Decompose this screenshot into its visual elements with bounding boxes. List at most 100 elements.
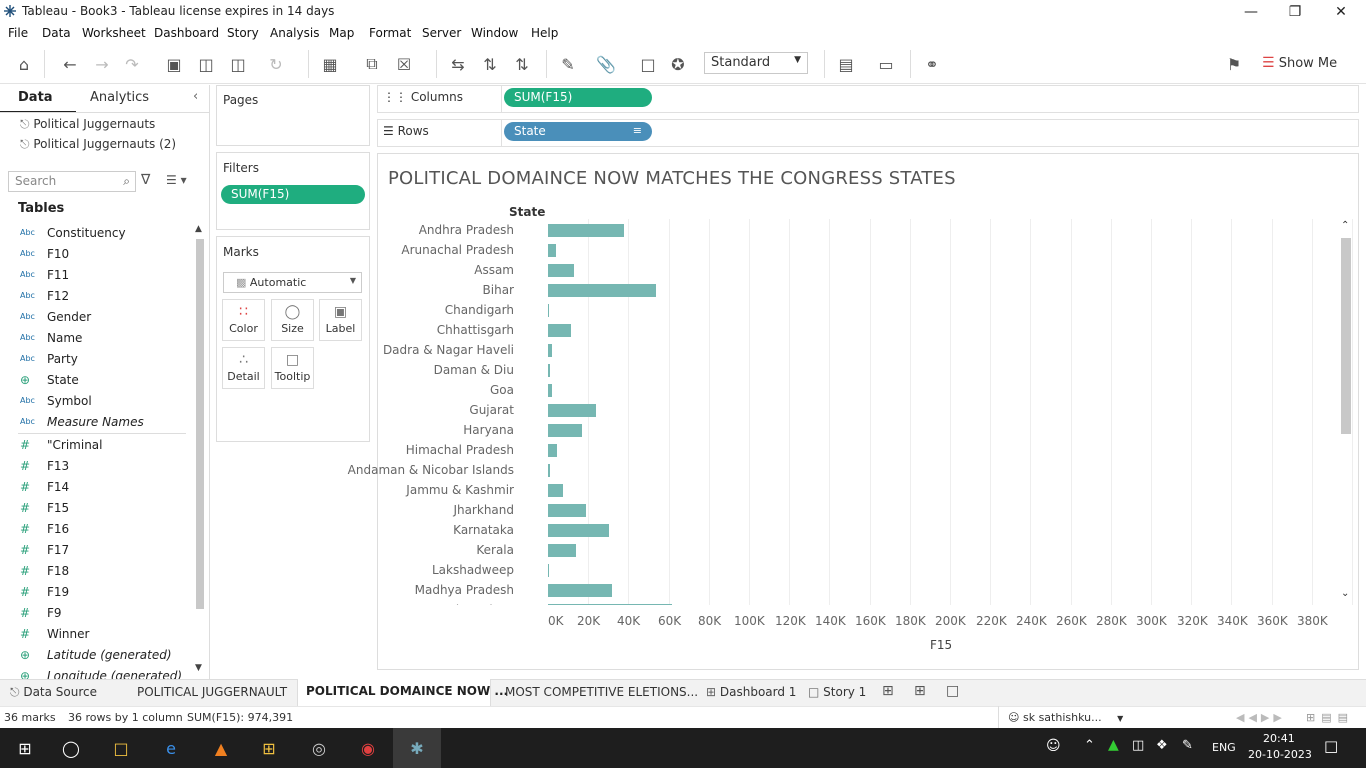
bar[interactable] (548, 343, 553, 357)
field-item[interactable]: # F14 (20, 476, 69, 497)
menu-story[interactable]: Story (227, 26, 259, 40)
view-scrollbar[interactable]: ⌃ ⌄ (1341, 220, 1351, 599)
show-cards-icon[interactable]: ▤ (838, 54, 854, 74)
bar[interactable] (548, 323, 572, 337)
field-item[interactable]: Abc F12 (20, 285, 69, 306)
bar[interactable] (548, 283, 656, 297)
bar[interactable] (548, 263, 575, 277)
filter-icon[interactable]: ∇ (141, 172, 151, 188)
new-story-tab-icon[interactable]: □ (946, 683, 960, 699)
duplicate-sheet-icon[interactable]: ⧉ (366, 54, 378, 73)
new-dashboard-tab-icon[interactable]: ⊞ (914, 683, 926, 699)
tab-story[interactable]: □ Story 1 (808, 685, 867, 699)
show-me-button[interactable]: ☰ Show Me (1262, 55, 1338, 71)
field-item[interactable]: # F15 (20, 497, 69, 518)
sort-ascending-icon[interactable]: ⇅ (483, 54, 497, 74)
filter-pill[interactable]: SUM(F15) (221, 185, 365, 204)
columns-pill[interactable]: SUM(F15) (504, 88, 652, 107)
new-worksheet-tab-icon[interactable]: ⊞ (882, 683, 894, 699)
app-tray-icon[interactable]: ▲ (1108, 737, 1119, 753)
bar[interactable] (548, 383, 553, 397)
menu-help[interactable]: Help (531, 26, 559, 40)
replay-icon[interactable]: ↷ (125, 54, 139, 74)
battery-icon[interactable]: ◫ (1132, 738, 1145, 753)
detail-button[interactable]: ∴ Detail (222, 347, 265, 389)
field-item[interactable]: # F16 (20, 518, 69, 539)
tab-dashboard[interactable]: ⊞ Dashboard 1 (706, 685, 797, 699)
menu-analysis[interactable]: Analysis (270, 26, 320, 40)
bar[interactable] (548, 523, 610, 537)
field-item[interactable]: # F18 (20, 560, 69, 581)
field-item[interactable]: # F9 (20, 602, 62, 623)
field-item[interactable]: Abc Symbol (20, 390, 92, 411)
field-list-scrollbar[interactable]: ▲ ▼ (194, 224, 206, 677)
field-item[interactable]: ⊕ State (20, 369, 79, 390)
field-item[interactable]: Abc Measure Names (20, 411, 144, 432)
tableau-taskbar-icon[interactable]: ✱ (410, 738, 424, 758)
pages-card[interactable] (216, 85, 370, 146)
clear-sheet-icon[interactable]: ☒ (396, 54, 412, 74)
save-icon[interactable]: ▣ (166, 54, 182, 74)
highlight-icon[interactable]: ✎ (561, 54, 575, 74)
notifications-icon[interactable]: □ (1324, 737, 1339, 755)
field-item[interactable]: # F19 (20, 581, 69, 602)
bar[interactable] (548, 423, 583, 437)
restore-button[interactable]: ❐ (1288, 4, 1302, 20)
label-button[interactable]: ▣ Label (319, 299, 362, 341)
bar[interactable] (548, 363, 550, 377)
bar[interactable] (548, 243, 557, 257)
pause-updates-icon[interactable]: ◫ (230, 54, 246, 74)
field-item[interactable]: Abc Constituency (20, 222, 126, 243)
clock-time[interactable]: 20:41 (1263, 732, 1295, 745)
rows-shelf[interactable] (377, 119, 1359, 147)
clock-date[interactable]: 20-10-2023 (1248, 748, 1312, 761)
menu-file[interactable]: File (8, 26, 29, 40)
close-button[interactable]: ✕ (1335, 4, 1347, 20)
menu-worksheet[interactable]: Worksheet (82, 26, 146, 40)
tooltip-button[interactable]: □ Tooltip (271, 347, 314, 389)
tab-sheet[interactable]: POLITICAL JUGGERNAULT (137, 685, 288, 699)
file-explorer-icon[interactable]: □ (113, 738, 129, 758)
rows-pill[interactable]: State ≡ (504, 122, 652, 141)
presentation-mode-icon[interactable]: ▭ (878, 54, 894, 74)
wifi-icon[interactable]: ❖ (1156, 738, 1168, 753)
field-item[interactable]: Abc Name (20, 327, 82, 348)
datasource-item[interactable]: ⎋ Political Juggernauts (20, 117, 156, 131)
refresh-icon[interactable]: ↻ (269, 54, 283, 74)
windows-start-icon[interactable]: ⊞ (18, 738, 32, 758)
field-item[interactable]: # "Criminal (20, 434, 102, 455)
menu-format[interactable]: Format (369, 26, 412, 40)
bar[interactable] (548, 503, 587, 517)
swap-icon[interactable]: ⇆ (451, 54, 465, 74)
field-item[interactable]: Abc Party (20, 348, 78, 369)
bar[interactable] (548, 563, 549, 577)
menu-server[interactable]: Server (422, 26, 462, 40)
color-button[interactable]: ∷ Color (222, 299, 265, 341)
tab-data-source[interactable]: ⎋ Data Source (10, 685, 98, 699)
group-icon[interactable]: 📎 (596, 54, 616, 74)
new-worksheet-icon[interactable]: ▦ (322, 54, 338, 74)
minimize-button[interactable]: — (1244, 4, 1258, 20)
menu-data[interactable]: Data (42, 26, 71, 40)
cortana-icon[interactable]: ◯ (62, 738, 80, 758)
menu-dashboard[interactable]: Dashboard (154, 26, 220, 40)
edge-icon[interactable]: e (166, 738, 176, 758)
columns-shelf[interactable] (377, 85, 1359, 113)
tab-data[interactable]: Data (18, 90, 53, 105)
tab-analytics[interactable]: Analytics (90, 90, 150, 105)
redo-icon[interactable]: → (95, 54, 109, 74)
field-item[interactable]: # F13 (20, 455, 69, 476)
menu-map[interactable]: Map (329, 26, 355, 40)
sheet-view-icons[interactable]: ⊞▤▤ (1306, 711, 1355, 724)
field-item[interactable]: # F17 (20, 539, 69, 560)
pen-icon[interactable]: ✎ (1182, 738, 1193, 753)
field-item[interactable]: ⊕ Latitude (generated) (20, 644, 172, 665)
datasource-item[interactable]: ⎋ Political Juggernauts (2) (20, 137, 177, 151)
bar[interactable] (548, 583, 613, 597)
language-indicator[interactable]: ENG (1212, 741, 1236, 754)
labels-icon[interactable]: □ (640, 54, 656, 74)
field-item[interactable]: Abc F10 (20, 243, 69, 264)
bar[interactable] (548, 463, 550, 477)
format-painter-icon[interactable]: ⚑ (1226, 54, 1242, 74)
fix-axes-icon[interactable]: ✪ (671, 54, 685, 74)
